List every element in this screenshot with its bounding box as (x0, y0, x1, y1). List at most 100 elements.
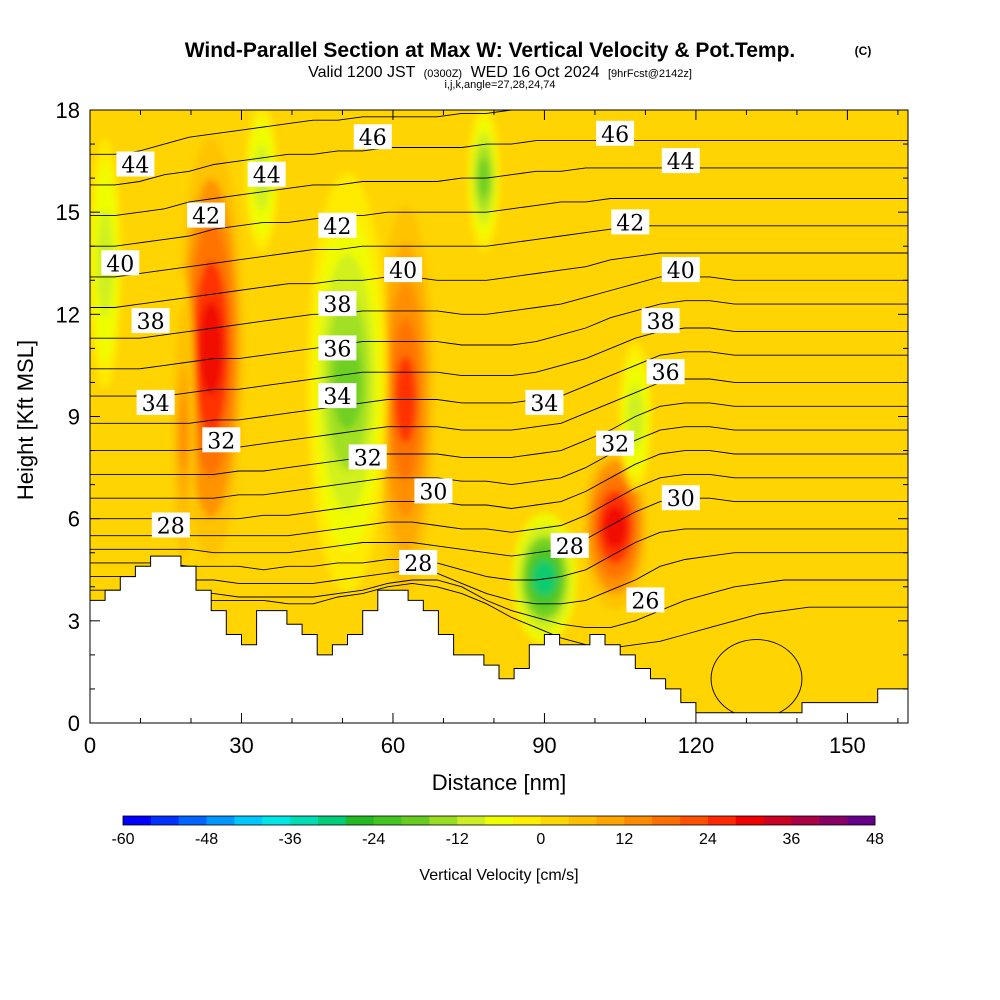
theta-contour-32 (90, 450, 908, 520)
theta-contour-43 (90, 167, 908, 217)
colorbar-swatch-17 (596, 816, 625, 825)
contour-label-18: 44 (661, 148, 700, 175)
colorbar-swatch-16 (568, 816, 597, 825)
colorbar-swatch-2 (178, 816, 207, 825)
theta-contour-33 (90, 426, 908, 499)
colorbar-swatch-4 (234, 816, 263, 825)
contour-label-text-8: 46 (359, 126, 387, 151)
contour-label-26: 28 (550, 532, 589, 560)
contour-label-text-5: 32 (207, 429, 235, 454)
contour-label-7: 44 (247, 161, 286, 189)
colorbar-tick-2: -36 (279, 831, 302, 848)
contour-label-text-9: 42 (323, 215, 351, 240)
y-tick-label-4: 12 (56, 302, 80, 327)
colorbar-tick-6: 12 (615, 831, 633, 848)
contour-label-15: 30 (414, 478, 453, 505)
theta-contour-28 (90, 552, 908, 605)
contour-label-text-23: 34 (530, 392, 558, 417)
copyright-mark: (C) (855, 44, 872, 58)
contour-label-10: 40 (384, 257, 423, 284)
colorbar-swatch-6 (290, 816, 319, 825)
contour-label-11: 38 (318, 291, 357, 318)
contour-label-3: 38 (131, 308, 170, 335)
colorbar-swatch-19 (652, 816, 681, 825)
theta-contour-36 (90, 351, 908, 424)
contour-label-text-1: 42 (192, 205, 220, 230)
colorbar-swatch-0 (123, 816, 152, 825)
updraft-2-level-4 (603, 505, 628, 549)
contour-label-text-27: 26 (631, 589, 659, 614)
colorbar-swatch-10 (401, 816, 430, 825)
contour-label-text-20: 40 (667, 259, 695, 284)
colorbar-tick-8: 36 (783, 831, 801, 848)
colorbar-swatch-7 (317, 816, 347, 825)
contour-label-text-4: 34 (142, 392, 170, 417)
x-tick-label-0: 0 (84, 733, 96, 758)
x-tick-label-4: 120 (678, 733, 715, 758)
contour-label-text-15: 30 (419, 480, 447, 505)
contour-label-text-19: 42 (616, 211, 644, 236)
theta-contour-44 (90, 140, 908, 186)
contour-label-text-7: 44 (253, 164, 281, 189)
contour-label-21: 38 (641, 308, 680, 335)
colorbar-swatch-18 (624, 816, 653, 825)
contour-label-9: 42 (318, 212, 357, 240)
y-tick-label-5: 15 (56, 200, 80, 225)
chart-title: Wind-Parallel Section at Max W: Vertical… (185, 39, 796, 62)
colorbar-swatch-1 (150, 816, 179, 825)
y-tick-label-0: 0 (68, 711, 80, 736)
contour-label-text-21: 38 (647, 310, 675, 335)
contour-label-20: 40 (661, 257, 700, 284)
contour-label-1: 42 (187, 202, 226, 230)
theta-contour-31 (90, 473, 908, 537)
colorbar-swatch-24 (791, 816, 820, 825)
x-tick-label-1: 30 (229, 733, 253, 758)
contour-label-12: 36 (318, 335, 357, 362)
colorbar: -60 -48 -36 -24 -12 0 12 24 36 48 (111, 815, 884, 848)
colorbar-title: Vertical Velocity [cm/s] (419, 867, 578, 884)
contour-label-text-24: 32 (601, 433, 629, 458)
contour-label-6: 28 (151, 512, 190, 540)
contour-label-text-3: 38 (137, 310, 165, 335)
contour-label-25: 30 (661, 485, 700, 512)
x-tick-label-2: 60 (381, 733, 405, 758)
pot-temp-contours (90, 110, 908, 719)
theta-contour-45 (90, 110, 908, 155)
colorbar-tick-7: 24 (699, 831, 717, 848)
contour-label-text-13: 34 (323, 385, 351, 410)
theta-contour-34 (90, 402, 908, 475)
contour-label-13: 34 (318, 383, 357, 410)
contour-label-text-10: 40 (389, 259, 417, 284)
forecast-run: [9hrFcst@2142z] (608, 68, 692, 80)
theta-contour-39 (90, 276, 908, 339)
theta-contour-27 (90, 579, 908, 629)
contour-label-17: 46 (596, 120, 635, 148)
colorbar-swatch-26 (847, 816, 876, 825)
updraft-3-level-4 (178, 396, 188, 471)
theta-contour-30 (90, 497, 908, 557)
y-tick-label-2: 6 (68, 507, 80, 532)
utc-time: (0300Z) (424, 68, 463, 80)
contour-label-4: 34 (136, 389, 175, 417)
contour-label-text-17: 46 (601, 123, 629, 148)
contour-label-text-2: 40 (106, 252, 134, 277)
contour-label-27: 26 (626, 587, 665, 614)
colorbar-swatch-14 (512, 816, 542, 825)
terrain-mask (90, 555, 908, 723)
contour-label-2: 40 (101, 250, 140, 277)
theta-contour-29 (90, 528, 908, 581)
contour-label-24: 32 (596, 430, 635, 458)
x-axis-label: Distance [nm] (432, 770, 567, 795)
plot-area: 44 42 40 38 34 32 28 44 46 42 40 38 36 34 32 30 28 46 44 42… (90, 110, 908, 723)
contour-label-text-25: 30 (667, 487, 695, 512)
colorbar-tick-0: -60 (111, 831, 134, 848)
contour-label-0: 44 (116, 151, 155, 179)
contour-label-text-14: 32 (354, 446, 382, 471)
theta-contour-38 (90, 300, 908, 370)
colorbar-swatch-12 (457, 816, 486, 825)
y-tick-label-1: 3 (68, 609, 80, 634)
colorbar-swatch-11 (429, 816, 458, 825)
theta-contour-26 (90, 582, 908, 649)
colorbar-swatch-8 (345, 816, 374, 825)
